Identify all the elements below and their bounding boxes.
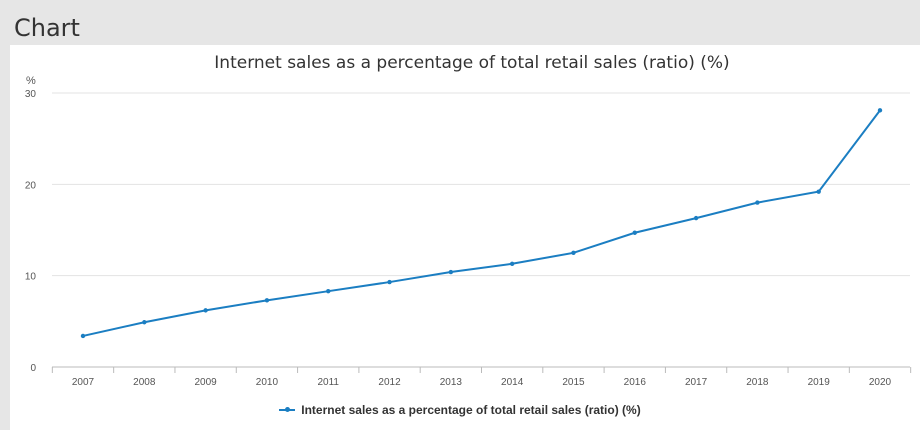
data-point[interactable]: [816, 189, 821, 194]
chart-panel: [10, 45, 920, 430]
x-tick-label: 2012: [378, 377, 401, 388]
legend-swatch-icon: [279, 407, 296, 412]
panel-title: Chart: [14, 14, 80, 42]
x-tick-label: 2008: [133, 377, 156, 388]
data-point[interactable]: [387, 279, 392, 285]
series-group: [80, 108, 883, 339]
x-tick-label: 2020: [869, 377, 892, 388]
x-tick-label: 2019: [808, 377, 831, 388]
y-axis-unit-label: %: [26, 75, 36, 87]
x-axis-ticks: 2007 2008 2009 2010 2011 2012 2013 2014 2015 2016…: [51, 367, 912, 388]
y-tick-label: 10: [25, 272, 37, 283]
gridlines: [52, 92, 910, 368]
data-point[interactable]: [264, 298, 270, 303]
data-point[interactable]: [326, 288, 331, 294]
data-point[interactable]: [509, 261, 515, 266]
y-tick-label: 30: [25, 89, 37, 100]
header-bar: Chart: [0, 0, 920, 45]
data-point[interactable]: [80, 333, 86, 339]
x-tick-label: 2016: [624, 377, 647, 388]
x-tick-label: 2007: [72, 377, 95, 388]
legend[interactable]: Internet sales as a percentage of total …: [0, 400, 920, 417]
data-point[interactable]: [142, 320, 147, 325]
data-point[interactable]: [877, 108, 883, 113]
legend-item-label[interactable]: Internet sales as a percentage of total …: [301, 403, 641, 417]
y-tick-label: 0: [30, 363, 36, 374]
data-point[interactable]: [203, 308, 208, 313]
x-tick-label: 2017: [685, 377, 708, 388]
data-point[interactable]: [693, 215, 699, 221]
chart-title: Internet sales as a percentage of total …: [214, 53, 729, 73]
x-tick-label: 2013: [440, 377, 463, 388]
x-tick-label: 2011: [317, 377, 339, 388]
data-point[interactable]: [755, 200, 760, 205]
data-point[interactable]: [448, 269, 454, 275]
series-line[interactable]: [82, 109, 881, 337]
data-point[interactable]: [571, 250, 576, 256]
x-tick-label: 2010: [256, 377, 279, 388]
x-tick-label: 2014: [501, 377, 524, 388]
y-axis-ticks: 0 10 20 30: [25, 89, 37, 374]
data-point[interactable]: [632, 230, 637, 235]
x-tick-label: 2015: [562, 377, 585, 388]
x-tick-label: 2009: [194, 377, 217, 388]
y-tick-label: 20: [25, 180, 37, 191]
x-tick-label: 2018: [746, 377, 769, 388]
